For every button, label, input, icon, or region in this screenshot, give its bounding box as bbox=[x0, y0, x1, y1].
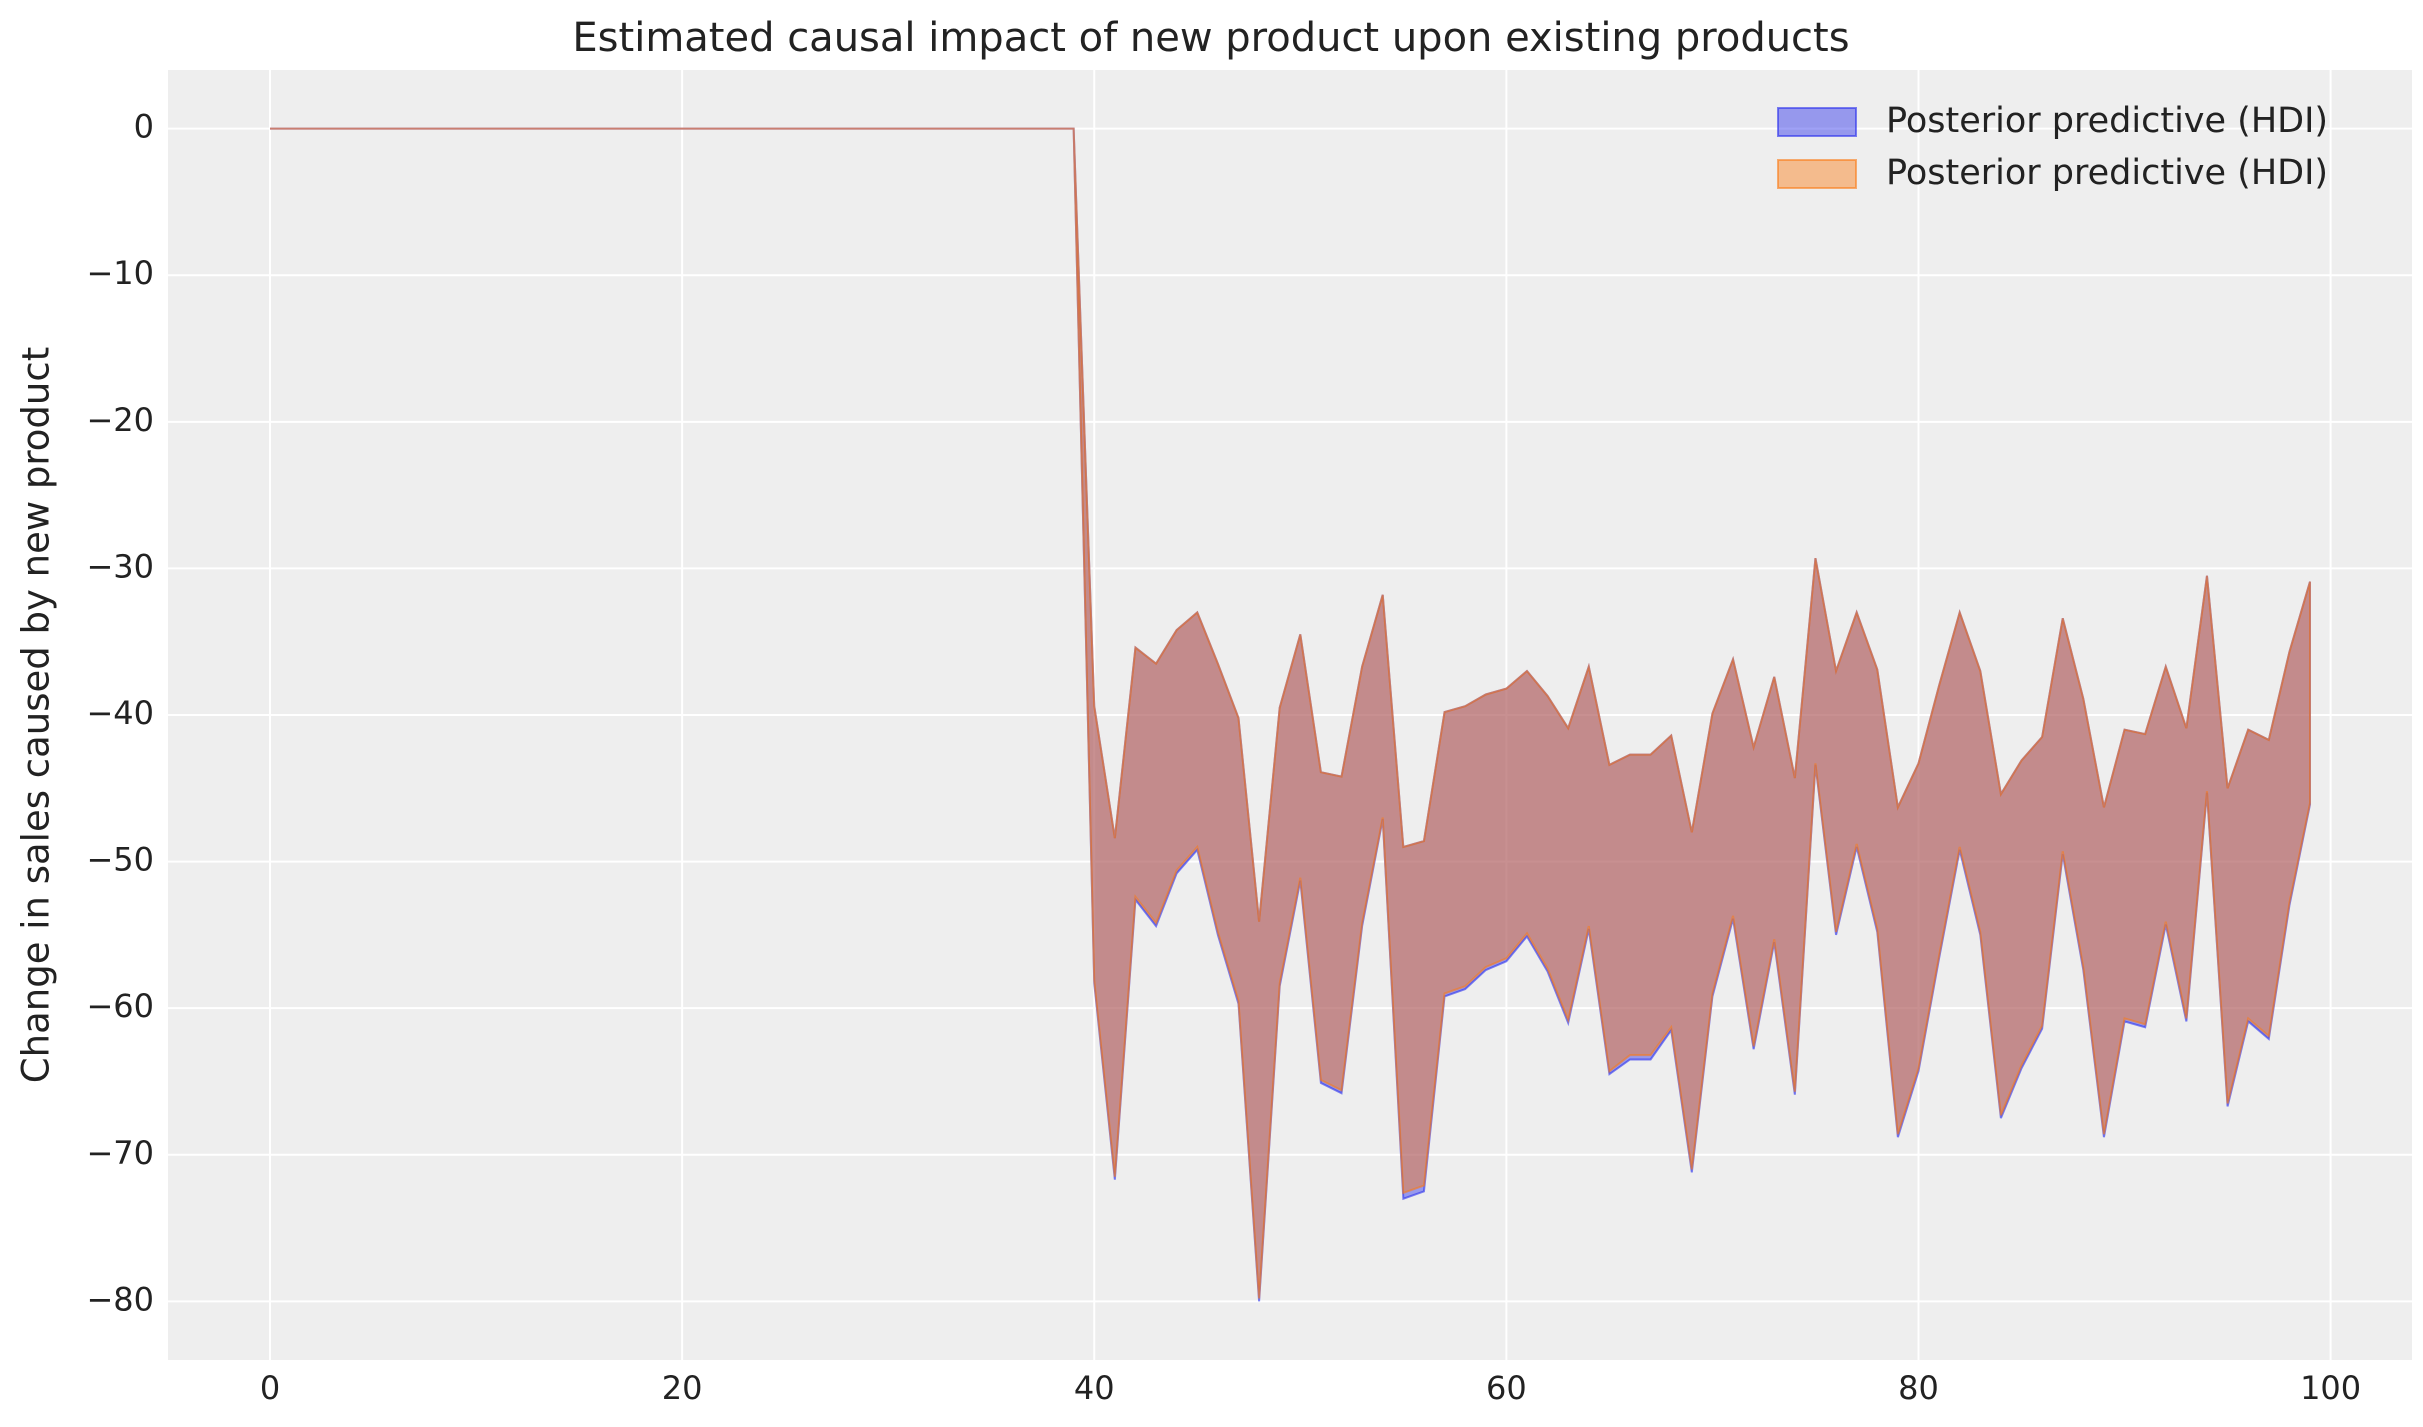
x-tick-label: 100 bbox=[2300, 1369, 2361, 1407]
x-tick-label: 40 bbox=[1074, 1369, 1115, 1407]
legend-label: Posterior predictive (HDI) bbox=[1886, 101, 2328, 141]
legend: Posterior predictive (HDI) Posterior pred… bbox=[1777, 101, 2328, 193]
legend-swatch bbox=[1777, 107, 1857, 137]
y-axis-label: Change in sales caused by new product bbox=[15, 347, 58, 1083]
x-tick-label: 80 bbox=[1898, 1369, 1939, 1407]
y-tick-label: −20 bbox=[86, 401, 154, 439]
y-tick-label: −70 bbox=[86, 1134, 154, 1172]
chart-title: Estimated causal impact of new product u… bbox=[572, 15, 1849, 61]
y-tick-label: −50 bbox=[86, 841, 154, 879]
y-tick-label: −60 bbox=[86, 987, 154, 1025]
y-tick-label: 0 bbox=[134, 108, 154, 146]
legend-swatch bbox=[1777, 159, 1857, 189]
y-tick-label: −40 bbox=[86, 694, 154, 732]
y-tick-label: −80 bbox=[86, 1280, 154, 1318]
y-tick-label: −30 bbox=[86, 547, 154, 585]
x-tick-label: 0 bbox=[260, 1369, 280, 1407]
y-tick-label: −10 bbox=[86, 254, 154, 292]
legend-label: Posterior predictive (HDI) bbox=[1886, 153, 2328, 193]
x-tick-label: 60 bbox=[1486, 1369, 1527, 1407]
hdi-band bbox=[270, 127, 2311, 1299]
x-tick-label: 20 bbox=[662, 1369, 703, 1407]
